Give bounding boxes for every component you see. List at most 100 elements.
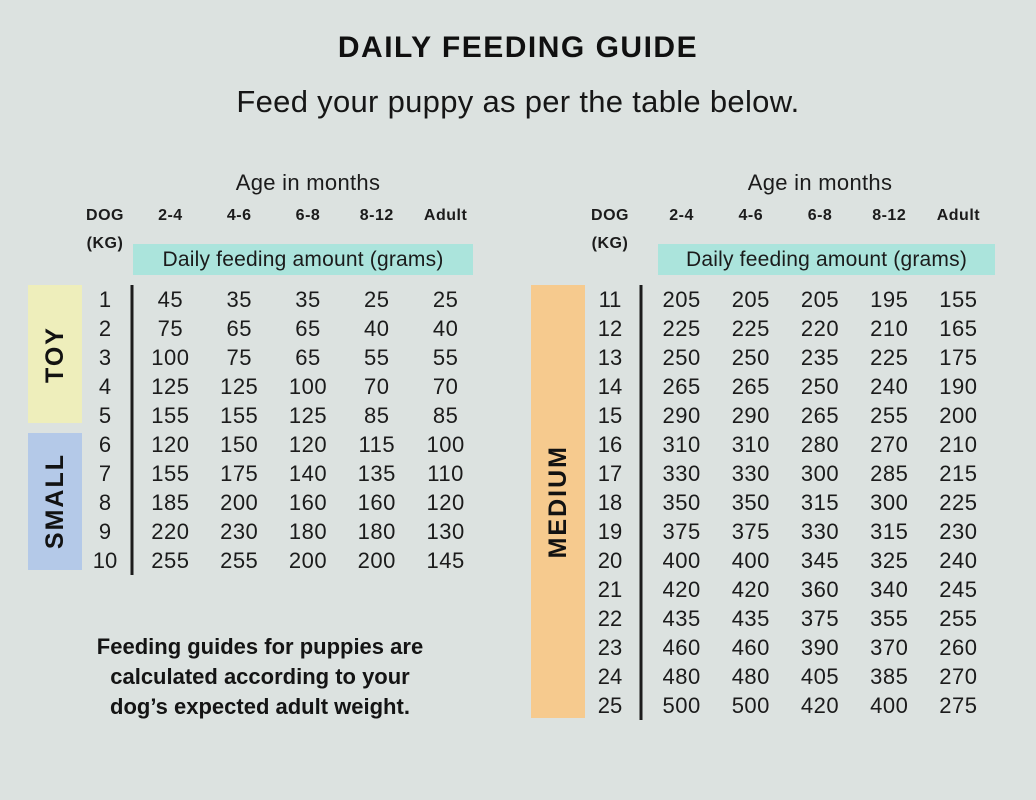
feeding-amount-value: 285 — [870, 460, 909, 486]
column-divider — [635, 633, 647, 662]
size-group-medium: MEDIUM — [531, 285, 585, 718]
feeding-amount-value: 275 — [939, 692, 978, 718]
size-group-small: SMALL — [28, 433, 82, 570]
feeding-amount-value: 310 — [731, 431, 770, 457]
column-divider — [635, 430, 647, 459]
table-row: 25 500 500 420 400 275 — [531, 691, 993, 720]
kg-value: 25 — [597, 692, 623, 718]
kg-value: 18 — [597, 489, 623, 515]
feeding-amount-value: 225 — [870, 344, 909, 370]
kg-value: 11 — [598, 286, 622, 312]
feeding-amount-value: 420 — [731, 576, 770, 602]
feeding-amount-value: 310 — [662, 431, 701, 457]
feeding-amount-value: 220 — [151, 518, 190, 544]
column-divider — [128, 343, 136, 372]
table-row: 10 255 255 200 200 145 — [28, 546, 480, 575]
page-title: DAILY FEEDING GUIDE — [337, 31, 699, 64]
table-row: 22 435 435 375 355 255 — [531, 604, 993, 633]
feeding-amount-value: 435 — [731, 605, 770, 631]
kg-value: 14 — [597, 373, 623, 399]
feeding-amount-value: 205 — [662, 286, 701, 312]
feeding-amount-value: 255 — [939, 605, 978, 631]
feeding-amount-value: 155 — [220, 402, 259, 428]
feeding-amount-value: 70 — [364, 373, 390, 399]
feeding-amount-value: 25 — [432, 286, 459, 312]
feeding-amount-value: 55 — [432, 344, 459, 370]
table-row: 19 375 375 330 315 230 — [531, 517, 993, 546]
feeding-amount-value: 65 — [226, 315, 252, 341]
feeding-amount-value: 480 — [731, 663, 770, 689]
table-row: 20 400 400 345 325 240 — [531, 546, 993, 575]
feeding-amount-value: 200 — [288, 547, 328, 573]
table-row: 8 185 200 160 160 120 — [28, 488, 480, 517]
column-divider — [635, 401, 647, 430]
kg-value: 17 — [597, 460, 623, 486]
feeding-amount-value: 435 — [662, 605, 701, 631]
feeding-amount-value: 240 — [939, 547, 978, 573]
feeding-amount-value: 35 — [295, 286, 321, 312]
kg-value: 1 — [98, 286, 112, 312]
feeding-amount-value: 225 — [939, 489, 978, 515]
feeding-amount-value: 290 — [662, 402, 701, 428]
feeding-amount-value: 210 — [870, 315, 909, 341]
column-divider — [128, 459, 136, 488]
table-row: 6 120 150 120 115 100 — [28, 430, 480, 459]
column-divider — [128, 314, 136, 343]
feeding-amount-value: 500 — [662, 692, 701, 718]
table-row: 1 45 35 35 25 25 — [28, 285, 480, 314]
feeding-amount-value: 400 — [731, 547, 770, 573]
feeding-amount-value: 140 — [288, 460, 328, 486]
feeding-amount-value: 120 — [151, 431, 190, 457]
footer-note-line: calculated according to your — [110, 664, 410, 689]
feeding-amount-value: 215 — [939, 460, 978, 486]
table-row: 14 265 265 250 240 190 — [531, 372, 993, 401]
column-divider — [635, 372, 647, 401]
column-header-6-8: 6-8 — [295, 207, 321, 224]
feeding-amount-value: 165 — [939, 315, 978, 341]
feeding-amount-value: 350 — [731, 489, 770, 515]
age-in-months-label: Age in months — [747, 170, 893, 195]
column-divider — [128, 401, 136, 430]
kg-value: 9 — [98, 518, 112, 544]
table-row: 12 225 225 220 210 165 — [531, 314, 993, 343]
feeding-amount-value: 355 — [870, 605, 909, 631]
kg-value: 7 — [98, 460, 112, 486]
table-row: 21 420 420 360 340 245 — [531, 575, 993, 604]
column-divider — [635, 604, 647, 633]
kg-value: 6 — [98, 431, 112, 457]
kg-value: 12 — [597, 315, 623, 341]
column-header-adult: Adult — [423, 207, 468, 224]
column-header-dog: DOG — [591, 207, 629, 224]
footer-note-line: dog’s expected adult weight. — [110, 694, 410, 719]
kg-value: 22 — [597, 605, 623, 631]
table-row: 11 205 205 205 195 155 — [531, 285, 993, 314]
feeding-amount-value: 120 — [426, 489, 465, 515]
feeding-amount-value: 225 — [731, 315, 770, 341]
feeding-amount-value: 250 — [800, 373, 840, 399]
column-header-dog: DOG — [86, 207, 124, 224]
feeding-amount-value: 300 — [870, 489, 909, 515]
feeding-amount-banner: Daily feeding amount (grams) — [658, 244, 995, 275]
table-row: 7 155 175 140 135 110 — [28, 459, 480, 488]
feeding-amount-value: 350 — [662, 489, 701, 515]
feeding-amount-value: 250 — [662, 344, 701, 370]
column-divider — [128, 372, 136, 401]
table-body: 11 205 205 205 195 155 12 225 225 220 210 165 13 250 2… — [531, 285, 993, 720]
feeding-amount-value: 280 — [800, 431, 840, 457]
feeding-amount-value: 255 — [151, 547, 190, 573]
table-body: 1 45 35 35 25 25 2 75 65 65 40 40 3 100 75 65 55 55 4 125 12… — [28, 285, 480, 575]
column-header-8-12: 8-12 — [359, 207, 394, 224]
feeding-amount-value: 265 — [662, 373, 701, 399]
feeding-amount-value: 155 — [151, 460, 190, 486]
feeding-amount-value: 235 — [800, 344, 840, 370]
table-row: 9 220 230 180 180 130 — [28, 517, 480, 546]
column-divider — [635, 546, 647, 575]
feeding-amount-value: 270 — [939, 663, 978, 689]
column-header-adult: Adult — [936, 207, 981, 224]
column-divider — [128, 546, 136, 575]
feeding-amount-value: 375 — [731, 518, 770, 544]
kg-value: 4 — [98, 373, 112, 399]
feeding-amount-value: 230 — [220, 518, 259, 544]
column-header-4-6: 4-6 — [738, 207, 764, 224]
feeding-amount-value: 35 — [226, 286, 252, 312]
